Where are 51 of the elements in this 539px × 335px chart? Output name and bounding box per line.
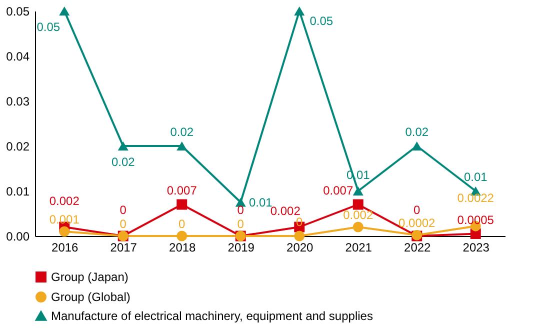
y-tick-label: 0.02 (6, 140, 30, 154)
y-tick-label: 0.00 (6, 230, 30, 244)
x-tick-label: 2016 (52, 240, 79, 254)
x-tick-label: 2023 (462, 240, 490, 254)
data-label: 0.0022 (457, 191, 494, 206)
x-tick-label: 2018 (169, 240, 196, 254)
data-label: 0.05 (310, 14, 334, 28)
data-label: 0.001 (49, 212, 80, 226)
point (235, 198, 246, 207)
data-label: 0.02 (405, 125, 429, 139)
point (294, 230, 305, 242)
data-label: 0 (120, 203, 127, 217)
legend-label: Group (Japan) (51, 270, 128, 284)
data-label: 0.007 (166, 184, 198, 198)
point (59, 226, 70, 237)
data-label: 0.002 (343, 208, 374, 222)
data-label: 0 (237, 203, 244, 217)
point (176, 199, 188, 210)
x-tick-label: 2019 (228, 240, 255, 254)
data-label: 0.002 (270, 204, 301, 218)
data-label: 0 (414, 203, 421, 217)
x-tick-label: 2020 (286, 240, 314, 254)
point (352, 199, 364, 210)
point (412, 141, 422, 151)
point (352, 186, 364, 196)
data-label: 0 (178, 217, 186, 231)
y-tick-label: 0.04 (6, 50, 30, 64)
data-label: 0.02 (170, 125, 194, 139)
data-label: 0 (120, 217, 127, 231)
data-label: 0.02 (111, 155, 136, 169)
data-label: 0.01 (464, 170, 488, 184)
data-label: 0.007 (323, 184, 354, 198)
point (352, 222, 364, 232)
y-tick-label: 0.05 (6, 4, 30, 18)
data-label: 0.002 (49, 194, 80, 208)
x-tick-label: 2017 (110, 240, 138, 254)
legend-label: Manufacture of electrical machinery, equipment and supplies (51, 309, 373, 323)
y-tick-label: 0.03 (6, 94, 30, 108)
legend-label: Group (Global) (51, 290, 130, 304)
data-label: 0.0002 (398, 216, 436, 230)
point (176, 230, 188, 242)
y-tick-label: 0.01 (6, 184, 30, 198)
x-tick-label: 2022 (404, 240, 432, 254)
data-label: 0 (237, 217, 244, 231)
point (294, 6, 305, 16)
x-tick-label: 2021 (345, 240, 372, 254)
point (59, 6, 70, 16)
point (118, 141, 128, 151)
point (176, 141, 188, 151)
data-label: 0.05 (36, 20, 60, 34)
data-label: 0.0005 (457, 212, 494, 227)
